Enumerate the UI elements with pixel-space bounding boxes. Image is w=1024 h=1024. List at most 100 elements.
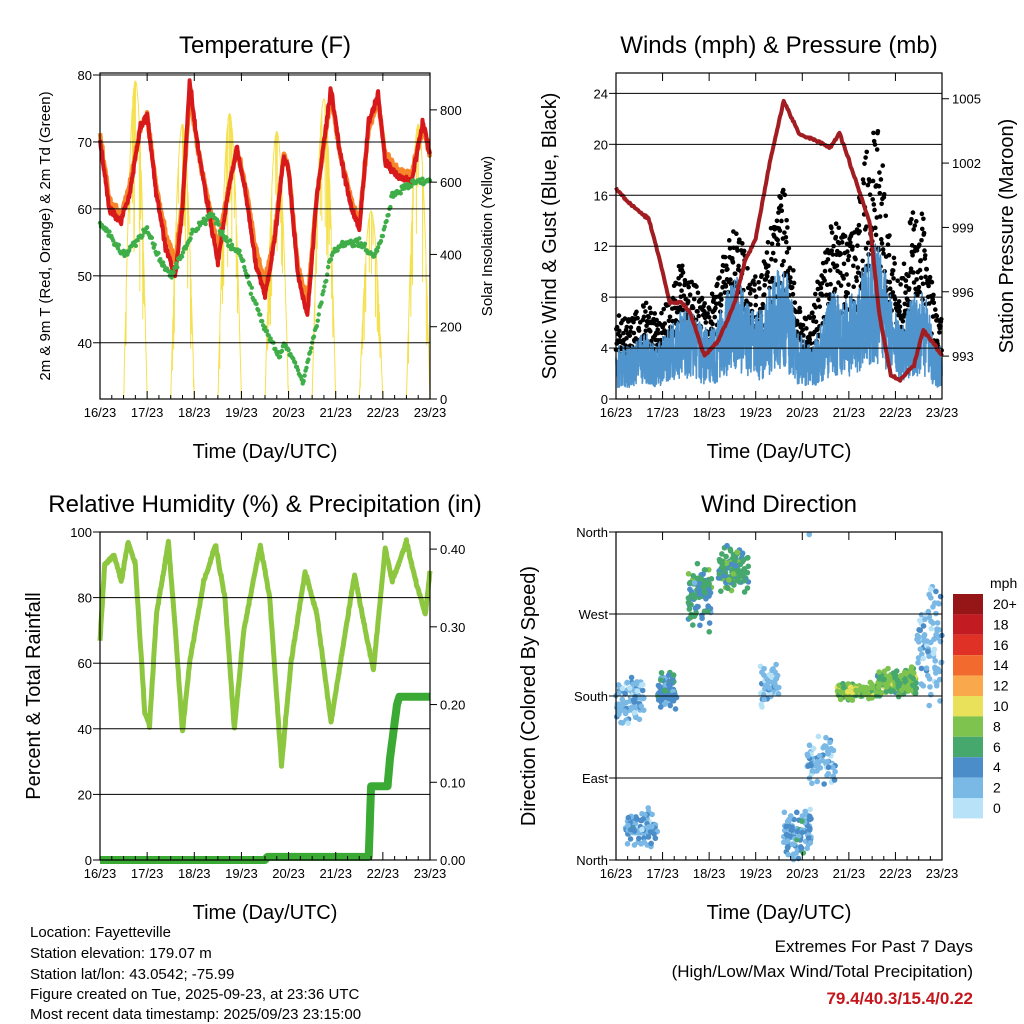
- gust-point: [822, 268, 828, 274]
- gust-point: [902, 312, 907, 317]
- gust-point: [922, 248, 927, 253]
- dewpoint-point: [352, 243, 357, 248]
- dewpoint-point: [227, 238, 233, 243]
- gust-point: [824, 292, 829, 298]
- dewpoint-point: [135, 238, 140, 243]
- direction-point: [761, 691, 767, 698]
- gust-point: [872, 207, 877, 213]
- dewpoint-point: [242, 264, 247, 270]
- dewpoint-point: [224, 235, 229, 240]
- direction-point: [702, 567, 709, 573]
- direction-point: [665, 672, 672, 678]
- gust-point: [870, 197, 876, 202]
- direction-point: [719, 565, 725, 571]
- direction-point: [639, 695, 646, 702]
- direction-point: [728, 561, 735, 567]
- direction-point: [700, 571, 706, 577]
- direction-point: [923, 665, 930, 671]
- x-tick-label: 23/23: [926, 866, 959, 881]
- gust-point: [730, 260, 736, 265]
- dewpoint-point: [161, 263, 167, 269]
- gust-point: [892, 296, 898, 302]
- colorbar-swatch: [953, 696, 983, 717]
- gust-point: [775, 237, 780, 243]
- gust-point: [691, 296, 697, 302]
- direction-point: [670, 672, 677, 678]
- dewpoint-point: [229, 242, 235, 247]
- x-axis-label: Time (Day/UTC): [707, 902, 852, 924]
- x-tick-label: 22/23: [367, 866, 400, 881]
- direction-point: [685, 571, 692, 577]
- direction-point: [915, 659, 921, 666]
- x-tick-label: 20/23: [272, 405, 305, 420]
- dewpoint-point: [283, 343, 288, 348]
- gust-point: [647, 329, 653, 334]
- y-tick-label: 80: [78, 68, 92, 83]
- direction-point: [920, 683, 927, 689]
- gust-point: [921, 230, 927, 236]
- gust-point: [765, 270, 770, 275]
- dewpoint-point: [382, 224, 387, 230]
- gust-point: [813, 305, 818, 310]
- direction-point: [928, 691, 934, 698]
- direction-point: [905, 682, 912, 689]
- gust-point: [865, 182, 871, 188]
- chart-title: Winds (mph) & Pressure (mb): [620, 32, 937, 59]
- humidity-panel: 16/23 17/23 18/23 19/23 20/23 21/23 22/23 23/23…: [23, 491, 482, 924]
- gust-point: [757, 286, 762, 291]
- gust-point: [931, 300, 937, 306]
- gust-point: [751, 278, 756, 283]
- gust-point: [855, 243, 860, 248]
- gust-point: [690, 305, 696, 311]
- direction-point: [932, 666, 938, 672]
- gust-point: [807, 315, 813, 321]
- gust-point: [829, 225, 834, 231]
- direction-point: [727, 548, 734, 554]
- direction-point: [932, 658, 939, 664]
- dewpoint-point: [286, 347, 291, 353]
- x-tick-label: 16/23: [600, 866, 633, 881]
- x-tick-label: 23/23: [414, 866, 447, 881]
- gust-point: [644, 323, 649, 329]
- direction-point: [799, 818, 805, 824]
- y-right-axis-label: Solar Insolation (Yellow): [479, 156, 496, 316]
- x-tick-label: 18/23: [693, 866, 726, 881]
- gust-point: [860, 177, 866, 182]
- direction-point: [641, 835, 647, 841]
- gust-point: [783, 239, 789, 245]
- gust-point: [770, 275, 775, 281]
- y-right-tick-label: 993: [952, 349, 974, 364]
- gust-point: [921, 216, 926, 222]
- direction-point: [696, 587, 702, 593]
- direction-point: [657, 704, 664, 710]
- gust-point: [880, 163, 886, 168]
- direction-point: [825, 751, 831, 757]
- gust-point: [830, 261, 836, 266]
- x-tick-label: 20/23: [786, 405, 819, 420]
- dewpoint-point: [179, 254, 185, 259]
- x-tick-label: 21/23: [319, 866, 352, 881]
- dewpoint-point: [386, 212, 391, 218]
- latlon-text: Station lat/lon: 43.0542; -75.99: [30, 966, 234, 983]
- dewpoint-point: [254, 301, 259, 307]
- gust-point: [891, 276, 896, 281]
- direction-point: [846, 695, 852, 702]
- direction-point: [627, 836, 634, 842]
- direction-point: [829, 764, 836, 771]
- colorbar-label: 16: [993, 637, 1009, 653]
- direction-point: [730, 570, 737, 577]
- gust-point: [649, 338, 654, 344]
- direction-point: [622, 708, 628, 715]
- gust-point: [786, 246, 792, 251]
- direction-point: [724, 542, 730, 549]
- direction-point: [837, 696, 844, 703]
- gust-point: [784, 217, 789, 223]
- y-tick-label: 12: [594, 239, 608, 254]
- dewpoint-point: [171, 269, 176, 275]
- direction-point: [789, 841, 796, 847]
- gust-point: [788, 275, 793, 280]
- y-tick-label: North: [576, 853, 608, 868]
- dewpoint-point: [258, 312, 263, 317]
- dewpoint-point: [380, 233, 386, 239]
